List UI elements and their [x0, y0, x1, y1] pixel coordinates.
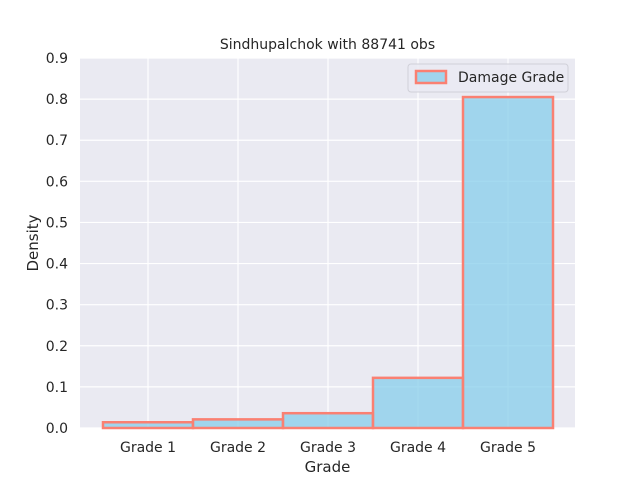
- bars: [101, 95, 555, 430]
- y-tick-label: 0.0: [46, 421, 68, 437]
- x-tick-label: Grade 1: [120, 440, 176, 456]
- y-axis-label: Density: [24, 214, 42, 271]
- y-tick-label: 0.5: [46, 215, 68, 231]
- y-tick-labels: 0.0 0.1 0.2 0.3 0.4 0.5 0.6 0.7 0.8 0.9: [46, 51, 68, 437]
- x-axis-label: Grade: [305, 458, 351, 476]
- x-tick-label: Grade 5: [480, 440, 536, 456]
- x-tick-label: Grade 2: [210, 440, 266, 456]
- y-tick-label: 0.6: [46, 174, 68, 190]
- y-tick-label: 0.1: [46, 380, 68, 396]
- legend: Damage Grade: [407, 63, 569, 93]
- y-tick-label: 0.4: [46, 257, 68, 273]
- legend-box: [407, 63, 569, 93]
- bar: [371, 376, 465, 430]
- bar: [281, 411, 375, 430]
- legend-swatch: [414, 69, 448, 85]
- legend-label: Damage Grade: [458, 70, 564, 86]
- y-tick-label: 0.2: [46, 339, 68, 355]
- chart-title: Sindhupalchok with 88741 obs: [220, 37, 435, 53]
- x-tick-label: Grade 3: [300, 440, 356, 456]
- bar: [461, 95, 555, 430]
- bar: [191, 418, 285, 430]
- y-tick-label: 0.9: [46, 51, 68, 67]
- y-tick-label: 0.7: [46, 133, 68, 149]
- y-tick-label: 0.8: [46, 92, 68, 108]
- x-tick-label: Grade 4: [390, 440, 446, 456]
- x-tick-labels: Grade 1 Grade 2 Grade 3 Grade 4 Grade 5: [120, 440, 536, 456]
- y-tick-label: 0.3: [46, 298, 68, 314]
- bar: [101, 420, 195, 430]
